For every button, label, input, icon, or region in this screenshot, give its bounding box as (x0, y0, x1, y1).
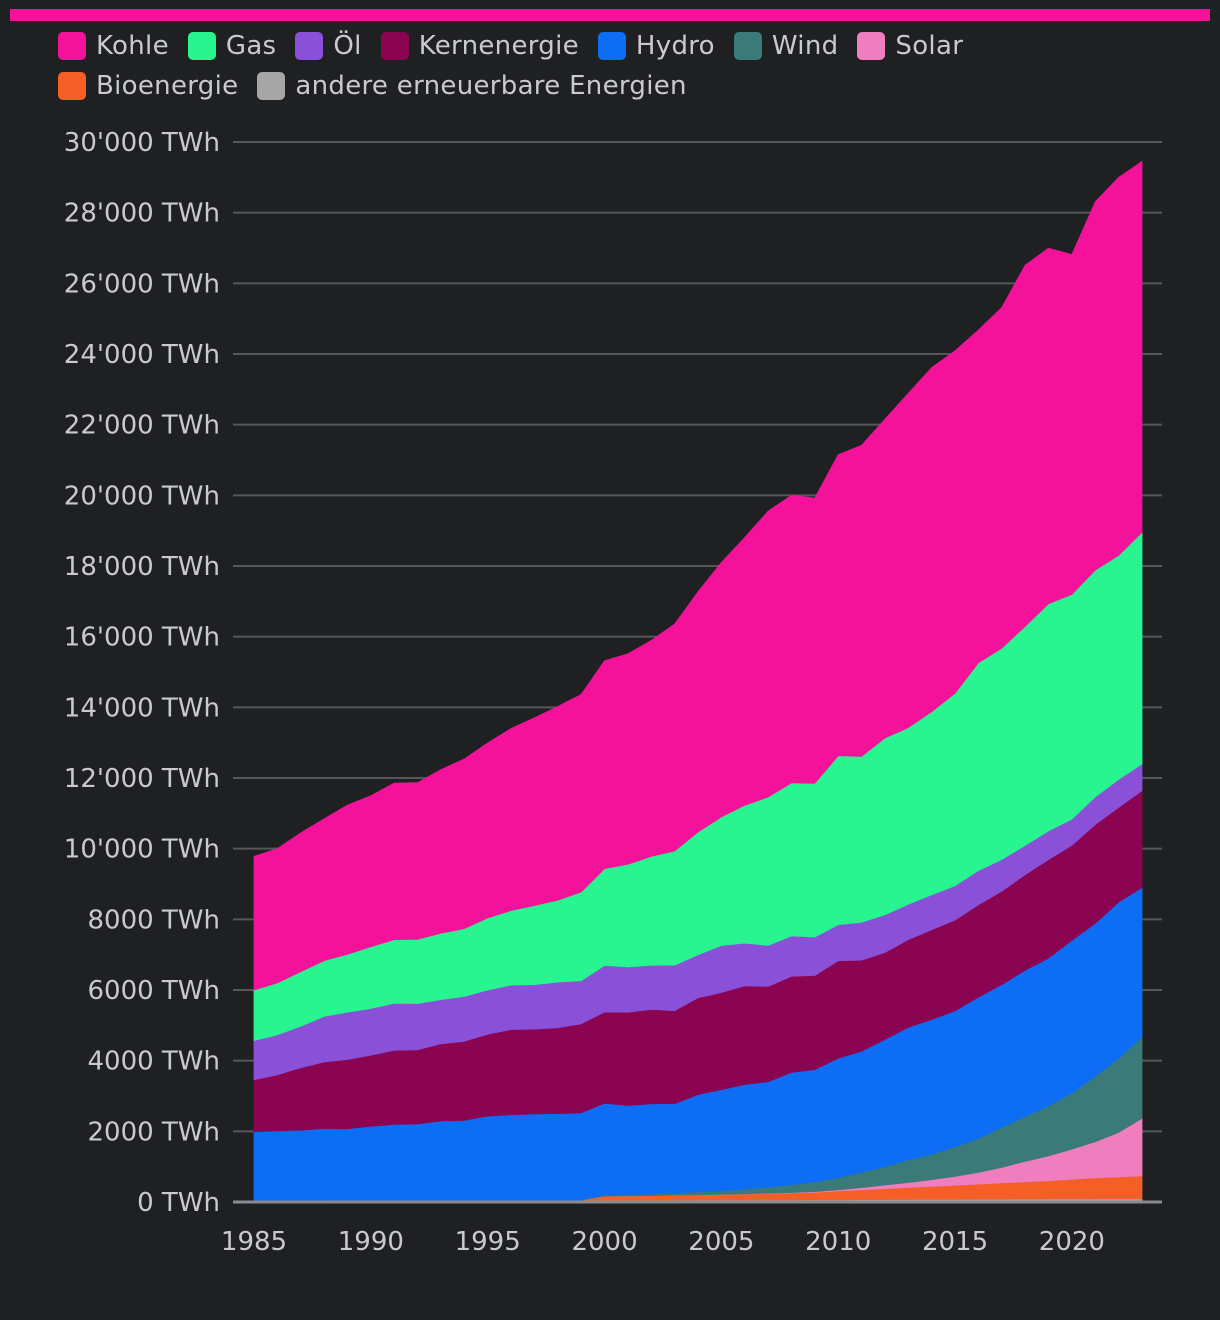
y-tick-label: 26'000 TWh (64, 269, 220, 299)
x-tick-label: 2005 (688, 1227, 754, 1257)
legend-item-wind[interactable]: Wind (733, 31, 839, 61)
legend-swatch-andere-erneuerbare (257, 72, 286, 100)
axes: 0 TWh 2000 TWh 4000 TWh 6000 TWh 8000 TWh 10'… (64, 128, 1162, 1257)
y-tick-label: 22'000 TWh (64, 411, 220, 441)
x-tick-label: 2010 (805, 1227, 871, 1257)
legend-item-kohle[interactable]: Kohle (58, 31, 169, 61)
y-tick-label: 12'000 TWh (64, 764, 220, 794)
legend-swatch-kernenergie (380, 32, 409, 60)
legend-label-andere-erneuerbare: andere erneuerbare Energien (295, 71, 687, 101)
x-tick-label: 1990 (338, 1227, 404, 1257)
legend-item-hydro[interactable]: Hydro (597, 31, 715, 61)
legend-swatch-kohle (58, 32, 86, 60)
legend-label-solar: Solar (895, 31, 964, 61)
legend-swatch-gas (187, 32, 216, 60)
legend-label-wind: Wind (771, 31, 839, 61)
legend-item-oel[interactable]: Öl (295, 31, 361, 61)
legend-row-2: Bioenergie andere erneuerbare Energien (58, 66, 1178, 106)
area-series (253, 161, 1143, 1203)
legend-item-andere-erneuerbare[interactable]: andere erneuerbare Energien (257, 71, 687, 101)
x-tick-label: 1995 (455, 1227, 521, 1257)
y-tick-label: 4000 TWh (87, 1047, 220, 1077)
x-tick-label: 2000 (571, 1227, 637, 1257)
x-tick-label: 2015 (922, 1227, 988, 1257)
chart-legend: Kohle Gas Öl Kernenergie Hydro Wind Sola… (58, 26, 1178, 106)
legend-label-hydro: Hydro (635, 31, 715, 61)
area-kohle (253, 161, 1143, 991)
legend-label-gas: Gas (225, 31, 277, 61)
legend-swatch-oel (295, 32, 324, 60)
y-tick-label: 0 TWh (137, 1188, 220, 1218)
legend-label-oel: Öl (333, 31, 362, 61)
y-tick-label: 2000 TWh (87, 1117, 220, 1147)
y-tick-label: 14'000 TWh (64, 693, 220, 723)
legend-swatch-wind (733, 32, 762, 60)
legend-item-solar[interactable]: Solar (857, 31, 963, 61)
y-tick-label: 28'000 TWh (64, 199, 220, 229)
y-tick-label: 18'000 TWh (64, 552, 220, 582)
accent-bar (10, 9, 1210, 21)
y-tick-label: 6000 TWh (87, 976, 220, 1006)
legend-item-kernenergie[interactable]: Kernenergie (380, 31, 579, 61)
y-tick-label: 16'000 TWh (64, 623, 220, 653)
y-tick-label: 10'000 TWh (64, 835, 220, 865)
legend-label-bioenergie: Bioenergie (96, 71, 239, 101)
legend-label-kernenergie: Kernenergie (418, 31, 579, 61)
legend-swatch-bioenergie (58, 72, 86, 100)
y-tick-label: 8000 TWh (87, 905, 220, 935)
x-tick-label: 2020 (1039, 1227, 1105, 1257)
legend-item-bioenergie[interactable]: Bioenergie (58, 71, 238, 101)
legend-swatch-solar (857, 32, 886, 60)
legend-label-kohle: Kohle (96, 31, 169, 61)
legend-item-gas[interactable]: Gas (187, 31, 277, 61)
y-tick-label: 30'000 TWh (64, 128, 220, 158)
y-tick-label: 24'000 TWh (64, 340, 220, 370)
y-tick-label: 20'000 TWh (64, 481, 220, 511)
x-tick-label: 1985 (221, 1227, 287, 1257)
legend-swatch-hydro (597, 32, 626, 60)
legend-row-1: Kohle Gas Öl Kernenergie Hydro Wind Sola… (58, 26, 1178, 66)
